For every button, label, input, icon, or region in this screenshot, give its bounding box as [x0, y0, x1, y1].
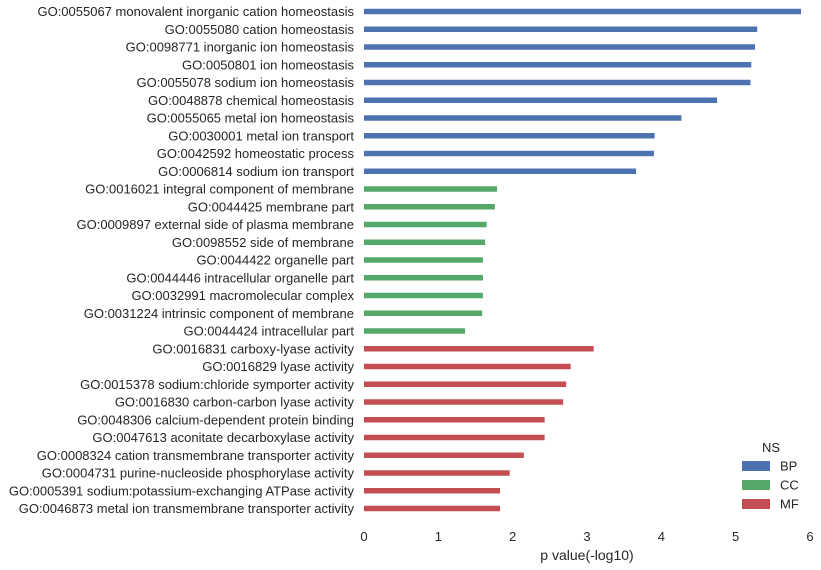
x-axis: 0 1 2 3 4 5 6 — [360, 529, 813, 544]
bar-mf — [364, 363, 571, 370]
category-label: GO:0006814 sodium ion transport — [158, 164, 354, 179]
legend-label-bp: BP — [780, 459, 797, 474]
category-label: GO:0047613 aconitate decarboxylase activ… — [92, 430, 354, 445]
category-label: GO:0055078 sodium ion homeostasis — [136, 75, 354, 90]
category-label: GO:0016829 lyase activity — [202, 359, 354, 374]
bar-cc — [364, 257, 483, 263]
legend-swatch-bp — [742, 461, 770, 471]
category-labels: GO:0055067 monovalent inorganic cation h… — [9, 4, 355, 516]
bar-cc — [364, 328, 466, 334]
x-tick-label: 5 — [732, 529, 739, 544]
category-label: GO:0044422 organelle part — [196, 253, 354, 268]
category-label: GO:0048306 calcium-dependent protein bin… — [77, 412, 354, 427]
bar-bp — [364, 26, 758, 32]
category-label: GO:0044446 intracellular organelle part — [126, 270, 354, 285]
category-label: GO:0048878 chemical homeostasis — [148, 93, 354, 108]
bar-mf — [364, 417, 545, 423]
category-label: GO:0050801 ion homeostasis — [182, 57, 354, 72]
x-axis-title: p value(-log10) — [540, 547, 633, 563]
bar-bp — [364, 133, 655, 139]
bar-cc — [364, 310, 483, 316]
category-label: GO:0009897 external side of plasma membr… — [77, 217, 355, 232]
category-label: GO:0055080 cation homeostasis — [165, 22, 355, 37]
bar-cc — [364, 186, 498, 192]
category-label: GO:0031224 intrinsic component of membra… — [84, 306, 354, 321]
legend-swatch-cc — [742, 480, 770, 490]
bar-bp — [364, 79, 751, 86]
bar-mf — [364, 452, 524, 458]
x-tick-label: 4 — [658, 529, 665, 544]
category-label: GO:0055065 metal ion homeostasis — [147, 111, 355, 126]
bar-bp — [364, 150, 654, 157]
category-label: GO:0008324 cation transmembrane transpor… — [37, 448, 355, 463]
bar-bp — [364, 115, 682, 121]
category-label: GO:0030001 metal ion transport — [168, 128, 354, 143]
category-label: GO:0032991 macromolecular complex — [131, 288, 354, 303]
bar-cc — [364, 275, 483, 281]
category-label: GO:0055067 monovalent inorganic cation h… — [37, 4, 354, 19]
bar-mf — [364, 381, 567, 387]
legend-label-cc: CC — [780, 478, 799, 493]
bar-mf — [364, 434, 545, 441]
category-label: GO:0046873 metal ion transmembrane trans… — [19, 501, 355, 516]
category-label: GO:0005391 sodium:potassium-exchanging A… — [9, 483, 355, 498]
x-tick-label: 2 — [509, 529, 516, 544]
bar-mf — [364, 505, 501, 512]
bar-cc — [364, 204, 495, 210]
category-label: GO:0016830 carbon-carbon lyase activity — [115, 395, 355, 410]
bar-mf — [364, 488, 501, 494]
bars-layer — [364, 8, 802, 512]
legend-swatch-mf — [742, 499, 770, 509]
bar-mf — [364, 399, 564, 405]
category-label: GO:0016831 carboxy-lyase activity — [152, 341, 354, 356]
bar-cc — [364, 239, 486, 245]
category-label: GO:0015378 sodium:chloride symporter act… — [80, 377, 354, 392]
bar-bp — [364, 44, 755, 50]
category-label: GO:0044425 membrane part — [188, 199, 355, 214]
category-label: GO:0042592 homeostatic process — [157, 146, 355, 161]
bar-mf — [364, 346, 594, 352]
category-label: GO:0098771 inorganic ion homeostasis — [126, 40, 355, 55]
bar-cc — [364, 292, 483, 299]
bar-mf — [364, 470, 510, 476]
bar-bp — [364, 8, 802, 15]
x-tick-label: 1 — [435, 529, 442, 544]
bar-bp — [364, 97, 718, 103]
category-label: GO:0004731 purine-nucleoside phosphoryla… — [42, 466, 355, 481]
x-tick-label: 6 — [806, 529, 813, 544]
legend-label-mf: MF — [780, 497, 799, 512]
category-label: GO:0098552 side of membrane — [172, 235, 354, 250]
x-tick-label: 3 — [583, 529, 590, 544]
x-tick-label: 0 — [360, 529, 367, 544]
category-label: GO:0016021 integral component of membran… — [85, 182, 354, 197]
bar-cc — [364, 221, 487, 228]
legend-title: NS — [762, 440, 780, 455]
bar-bp — [364, 168, 637, 174]
bar-bp — [364, 62, 752, 68]
category-label: GO:0044424 intracellular part — [183, 324, 354, 339]
